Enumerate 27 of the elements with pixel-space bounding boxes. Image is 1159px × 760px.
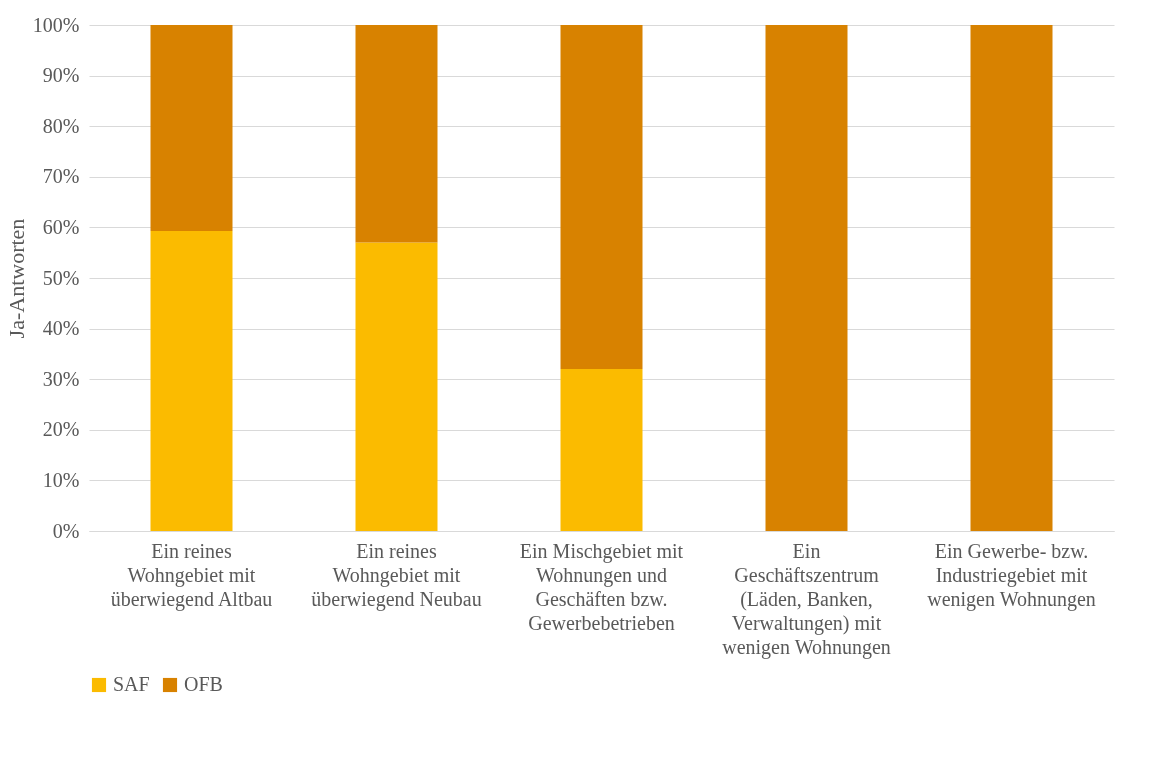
y-tick-label: 0% [52,519,80,542]
bar [355,242,438,531]
y-tick-label: 20% [42,418,80,441]
y-tick-label: 70% [42,165,80,188]
y-tick-label: 10% [42,468,80,491]
y-tick-label: 60% [42,215,80,238]
bar [150,230,233,531]
y-tick-label: 90% [42,64,80,87]
x-tick-label: Ein reines Wohngebiet mit überwiegend Altbau [110,539,273,611]
y-axis-title: Ja-Antworten [3,218,29,339]
bar [970,25,1053,531]
x-tick-label: Ein Mischgebiet mit Wohnungen und Geschäften bzw. Gewerbebetrieben [519,539,684,634]
y-tick-label: 100% [32,13,80,36]
y-tick-label: 50% [42,266,80,289]
x-tick-label: Ein reines Wohngebiet mit überwiegend Neubau [311,539,482,611]
y-tick-label: 30% [42,367,80,390]
bar [560,25,643,370]
legend-label: SAF [113,673,150,695]
x-tick-label: Ein Gewerbe- bzw. Industriegebiet mit wenigen Wohnungen [927,539,1096,611]
y-tick-label: 80% [42,114,80,137]
x-tick-label: Ein Geschäftszentrum (Läden, Banken, Verwaltungen) mit wenigen Wohnungen [722,539,891,659]
bar [150,25,233,231]
bar [560,369,643,531]
legend-label: OFB [184,673,223,695]
bar [765,25,848,531]
bar [355,25,438,243]
y-tick-label: 40% [42,317,80,340]
